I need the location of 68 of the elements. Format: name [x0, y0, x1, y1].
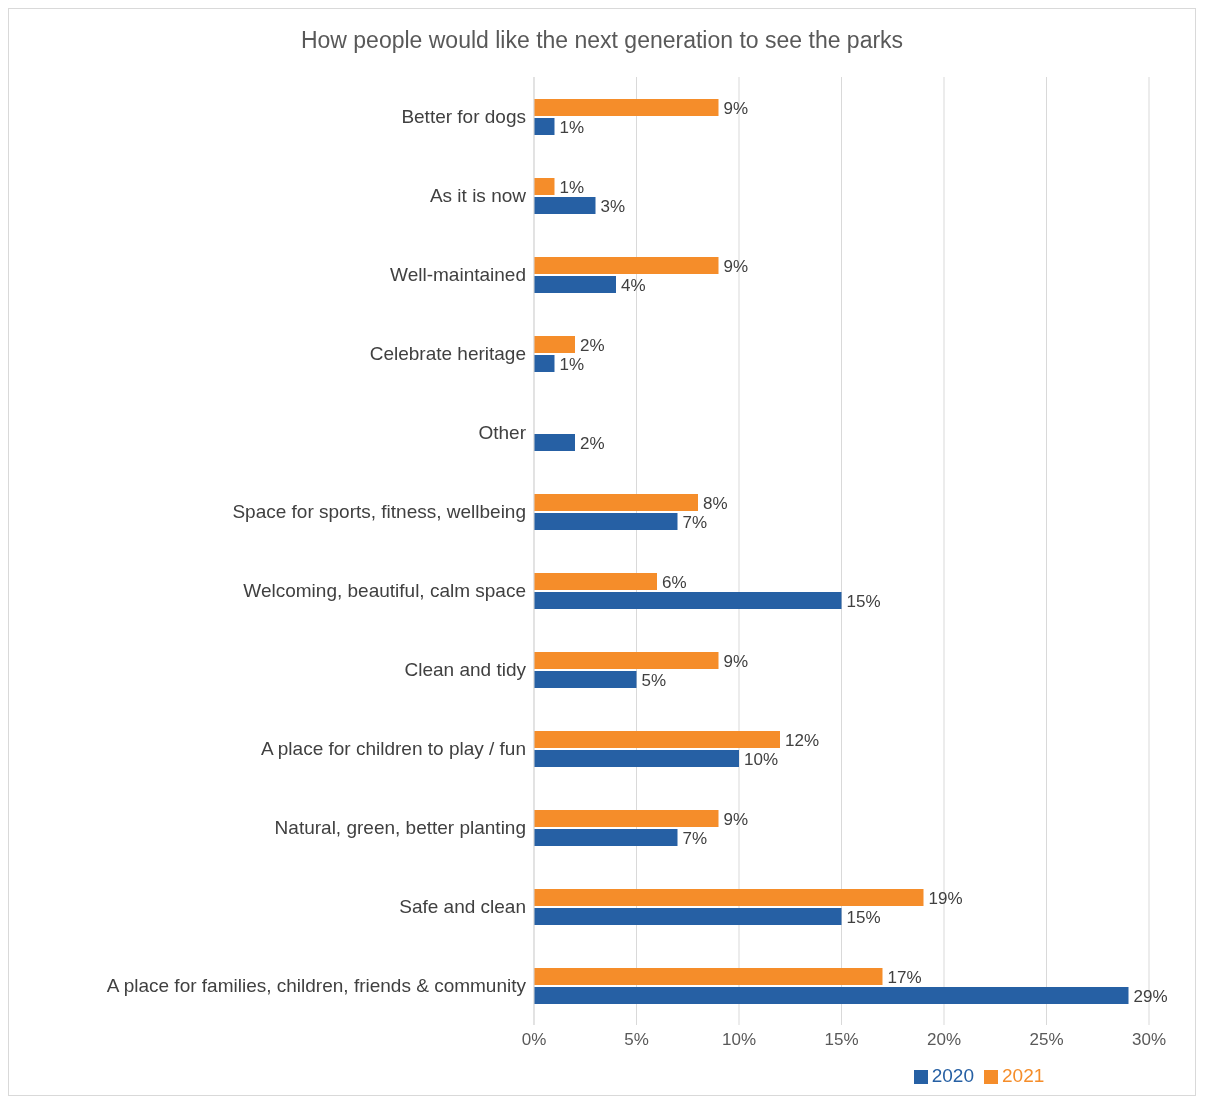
data-label: 15%: [846, 591, 881, 611]
bar: [534, 652, 719, 669]
data-label: 6%: [662, 572, 687, 592]
x-tick-label: 10%: [721, 1030, 757, 1050]
data-label: 19%: [928, 888, 963, 908]
bar: [534, 276, 616, 293]
bar: [534, 257, 719, 274]
y-tick-label: As it is now: [429, 185, 527, 207]
data-label: 8%: [703, 493, 728, 513]
bar: [534, 592, 842, 609]
bar: [534, 810, 719, 827]
data-label: 3%: [600, 196, 626, 216]
bar: [534, 118, 555, 135]
legend-label: 2021: [1002, 1065, 1045, 1086]
bar: [534, 731, 780, 748]
y-tick-label: Natural, green, better planting: [274, 817, 526, 839]
bar: [534, 99, 719, 116]
data-label: 1%: [559, 354, 585, 374]
data-label: 17%: [887, 967, 922, 987]
bar: [534, 355, 555, 372]
y-tick-label: Other: [478, 422, 527, 444]
data-label: 1%: [559, 177, 585, 197]
y-tick-label: Safe and clean: [399, 896, 526, 918]
data-label: 5%: [641, 670, 667, 690]
bar: [534, 513, 678, 530]
x-tick-label: 25%: [1029, 1030, 1064, 1050]
y-tick-label: Clean and tidy: [404, 659, 527, 681]
bar: [534, 908, 842, 925]
data-label: 4%: [621, 275, 646, 295]
y-tick-label: Welcoming, beautiful, calm space: [243, 580, 526, 602]
data-label: 12%: [785, 730, 820, 750]
bar: [534, 829, 678, 846]
data-label: 2%: [580, 433, 605, 453]
data-label: 9%: [723, 809, 749, 829]
data-label: 10%: [744, 749, 779, 769]
data-label: 1%: [559, 117, 585, 137]
data-label: 9%: [723, 98, 749, 118]
bar: [534, 573, 657, 590]
y-tick-label: Space for sports, fitness, wellbeing: [232, 501, 526, 523]
data-label: 2%: [580, 335, 605, 355]
bar: [534, 494, 698, 511]
data-label: 7%: [682, 828, 708, 848]
x-tick-label: 15%: [824, 1030, 859, 1050]
bar: [534, 178, 555, 195]
data-label: 9%: [723, 651, 749, 671]
bar: [534, 434, 575, 451]
bar: [534, 336, 575, 353]
bar: [534, 197, 596, 214]
y-tick-label: Well-maintained: [390, 264, 526, 286]
x-tick-label: 0%: [521, 1030, 547, 1050]
x-tick-label: 5%: [624, 1030, 649, 1050]
bar: [534, 987, 1129, 1004]
y-tick-label: A place for children to play / fun: [260, 738, 526, 760]
data-label: 7%: [682, 512, 708, 532]
legend-label: 2020: [931, 1065, 974, 1086]
data-label: 15%: [846, 907, 881, 927]
bar: [534, 968, 883, 985]
bar: [534, 671, 637, 688]
y-tick-label: A place for families, children, friends & community: [106, 975, 527, 997]
y-tick-label: Celebrate heritage: [369, 343, 526, 365]
x-tick-label: 20%: [926, 1030, 962, 1050]
data-label: 29%: [1133, 986, 1168, 1006]
x-tick-label: 30%: [1131, 1030, 1167, 1050]
chart-title: How people would like the next generation to see the parks: [299, 26, 905, 55]
data-label: 9%: [723, 256, 749, 276]
bar: [534, 889, 924, 906]
y-tick-label: Better for dogs: [401, 106, 526, 128]
bar: [534, 750, 739, 767]
